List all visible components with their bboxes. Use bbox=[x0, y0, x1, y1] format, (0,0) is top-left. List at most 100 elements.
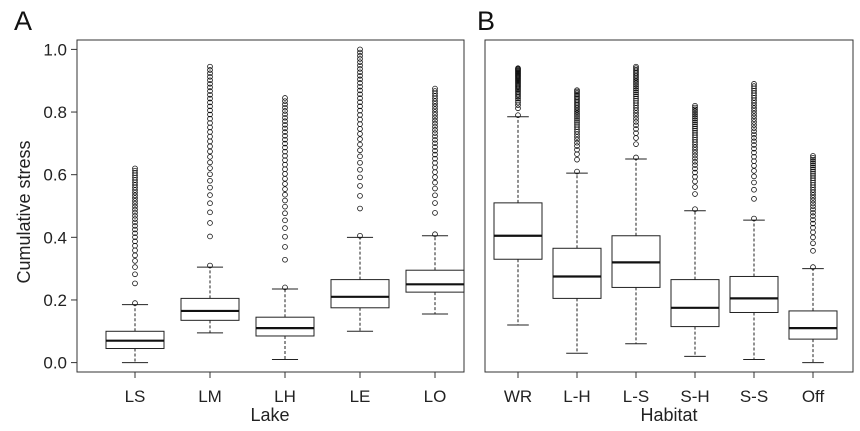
outlier-point bbox=[810, 229, 816, 236]
outlier-point bbox=[282, 125, 288, 132]
outlier-point bbox=[132, 230, 138, 237]
box-LO bbox=[405, 269, 465, 293]
outlier-point bbox=[751, 138, 757, 145]
outlier-point bbox=[751, 110, 757, 117]
outlier-point bbox=[282, 186, 288, 192]
outlier-point bbox=[357, 131, 363, 137]
outlier-point bbox=[207, 95, 213, 102]
outlier-point bbox=[432, 123, 438, 130]
outlier-point bbox=[282, 203, 288, 210]
x-tick-label: LE bbox=[350, 387, 371, 406]
outlier-point bbox=[574, 122, 580, 128]
outlier-point bbox=[751, 81, 757, 87]
outlier-point bbox=[282, 181, 288, 187]
outlier-point bbox=[207, 103, 213, 110]
outlier-point bbox=[432, 160, 438, 166]
outlier-point bbox=[132, 223, 138, 229]
outlier-point bbox=[633, 119, 639, 125]
outlier-point bbox=[515, 65, 521, 71]
outlier-point bbox=[810, 220, 816, 227]
outlier-point bbox=[357, 46, 363, 53]
outlier-point bbox=[692, 104, 698, 111]
outlier-point bbox=[132, 192, 138, 199]
panel-b-frame bbox=[484, 39, 854, 373]
outlier-point bbox=[633, 93, 639, 100]
outlier-point bbox=[751, 186, 757, 193]
outlier-point bbox=[282, 144, 288, 151]
outlier-point bbox=[357, 183, 363, 189]
outlier-point bbox=[692, 119, 698, 126]
outlier-point bbox=[751, 145, 757, 152]
outlier-point bbox=[751, 158, 757, 164]
outlier-point bbox=[574, 114, 580, 120]
outlier-point bbox=[282, 233, 288, 240]
x-tick-label: LH bbox=[274, 387, 296, 406]
outlier-point bbox=[574, 117, 580, 124]
outlier-point bbox=[692, 152, 698, 159]
outlier-point bbox=[357, 159, 363, 166]
x-tick-label: Off bbox=[802, 387, 825, 406]
outlier-point bbox=[810, 153, 816, 159]
outlier-point bbox=[207, 63, 213, 70]
x-tick-label: S-S bbox=[740, 387, 768, 406]
outlier-point bbox=[574, 115, 580, 122]
outlier-point bbox=[751, 125, 757, 131]
outlier-point bbox=[357, 116, 363, 123]
outlier-point bbox=[432, 185, 438, 192]
box-S-H bbox=[670, 279, 720, 328]
outlier-point bbox=[810, 173, 816, 179]
outlier-point bbox=[810, 197, 816, 204]
outlier-point bbox=[357, 66, 363, 72]
outlier-point bbox=[357, 72, 363, 79]
outlier-point bbox=[282, 101, 288, 108]
outlier-point bbox=[574, 168, 580, 175]
panel-a-letter: A bbox=[14, 6, 32, 36]
outlier-point bbox=[132, 219, 138, 226]
outlier-point bbox=[574, 119, 580, 126]
outlier-point bbox=[633, 115, 639, 122]
outlier-point bbox=[132, 280, 138, 287]
outlier-point bbox=[207, 91, 213, 98]
outlier-point bbox=[751, 162, 757, 169]
outlier-point bbox=[633, 65, 639, 71]
outlier-point bbox=[132, 198, 138, 204]
outlier-point bbox=[574, 139, 580, 146]
outlier-point bbox=[282, 225, 288, 231]
outlier-point bbox=[207, 81, 213, 87]
y-tick-label: 0.0 bbox=[43, 354, 67, 373]
outlier-point bbox=[432, 133, 438, 140]
outlier-point bbox=[357, 147, 363, 154]
outlier-point bbox=[132, 226, 138, 233]
outlier-point bbox=[432, 130, 438, 136]
outlier-point bbox=[207, 120, 213, 126]
outlier-point bbox=[432, 103, 438, 110]
outlier-point bbox=[282, 111, 288, 118]
outlier-point bbox=[751, 153, 757, 160]
outlier-point bbox=[751, 131, 757, 138]
outlier-point bbox=[810, 154, 816, 161]
outlier-point bbox=[282, 140, 288, 147]
outlier-point bbox=[207, 88, 213, 94]
outlier-point bbox=[751, 116, 757, 122]
outlier-point bbox=[515, 105, 521, 112]
outlier-point bbox=[432, 179, 438, 186]
outlier-point bbox=[692, 149, 698, 156]
box-S-S bbox=[729, 275, 779, 313]
outlier-point bbox=[132, 242, 138, 249]
outlier-point bbox=[810, 206, 816, 213]
x-tick-label: L-S bbox=[623, 387, 649, 406]
outlier-point bbox=[810, 264, 816, 270]
outlier-point bbox=[357, 87, 363, 94]
outlier-point bbox=[282, 148, 288, 155]
outlier-point bbox=[282, 136, 288, 143]
outlier-point bbox=[132, 209, 138, 216]
outlier-point bbox=[810, 200, 816, 207]
outlier-point bbox=[633, 122, 639, 129]
outlier-point bbox=[751, 113, 757, 120]
outlier-point bbox=[633, 95, 639, 102]
outlier-point bbox=[810, 234, 816, 241]
outlier-point bbox=[207, 200, 213, 206]
outlier-point bbox=[282, 210, 288, 217]
outlier-point bbox=[207, 84, 213, 91]
outlier-point bbox=[132, 165, 138, 172]
